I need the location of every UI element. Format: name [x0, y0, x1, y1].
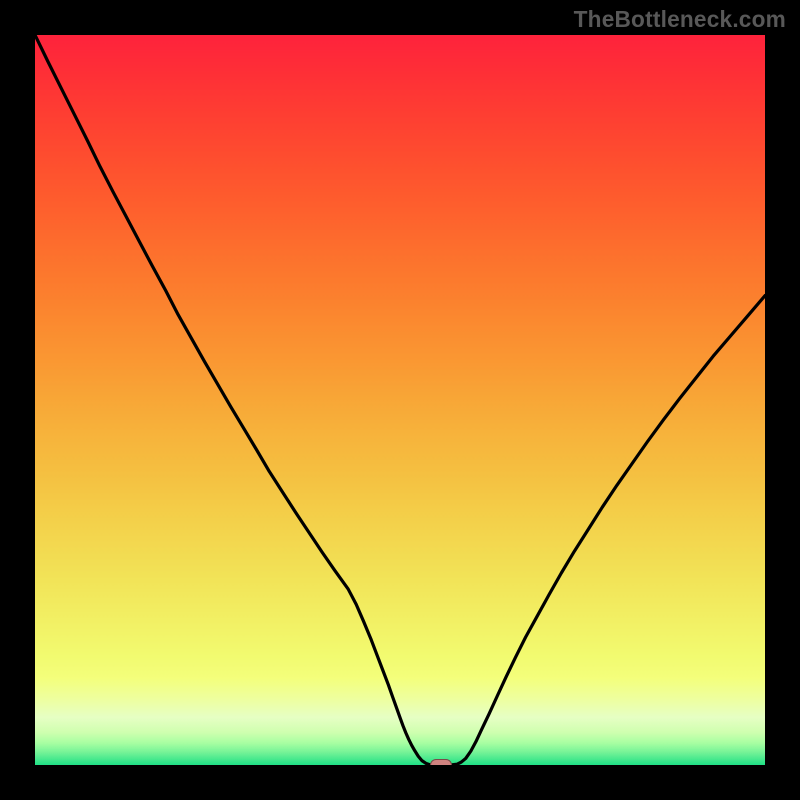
plot-area: [35, 35, 765, 765]
chart-container: TheBottleneck.com: [0, 0, 800, 800]
watermark-text: TheBottleneck.com: [574, 6, 786, 33]
background-gradient: [35, 35, 765, 765]
minimum-marker: [430, 759, 452, 765]
